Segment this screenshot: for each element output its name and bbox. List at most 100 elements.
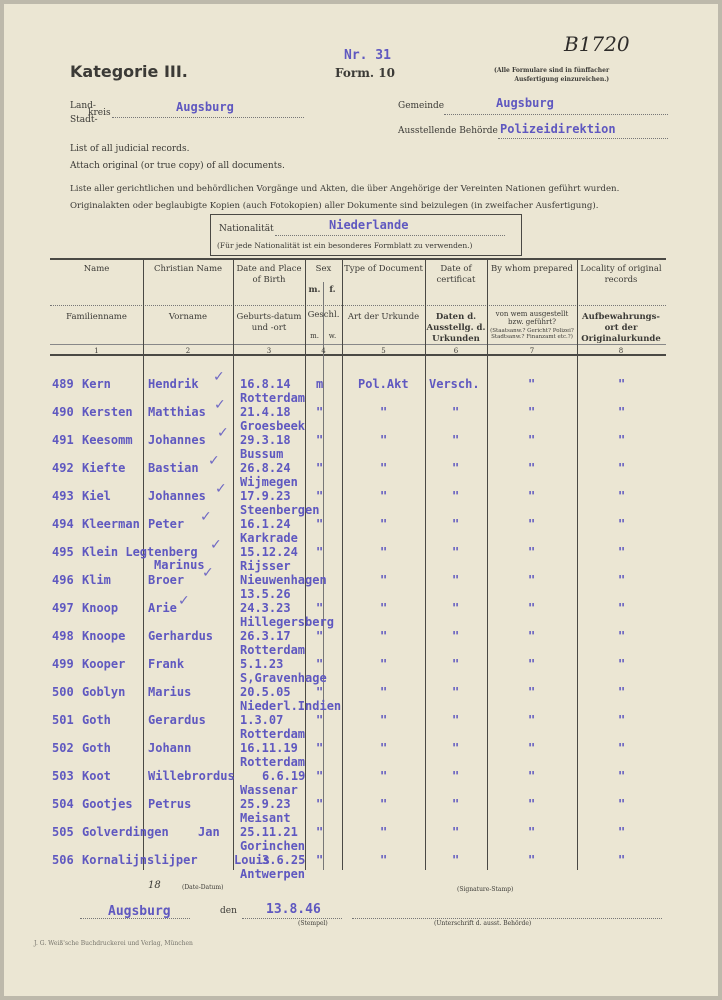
sex-header-de-m: m. xyxy=(310,332,319,340)
certificate-date: " xyxy=(452,741,460,755)
document-type: " xyxy=(380,489,388,503)
christian-name: Willebrordus xyxy=(148,769,235,783)
row-number: 495 xyxy=(52,545,74,559)
table-row: 503 Koot Willebrordus 6.6.19 Wassenar " " " " " xyxy=(4,767,718,797)
behoerde-label: Ausstellende Behörde xyxy=(398,126,498,136)
document-type: " xyxy=(380,685,388,699)
table-row: 496 Klim Broer Nieuwenhagen 13.5.26 " " " " ✓ xyxy=(4,565,718,601)
sex-value: " xyxy=(316,545,324,559)
birth-date: Nieuwenhagen xyxy=(240,573,327,587)
nationality-field xyxy=(275,223,505,236)
column-header-en: Name xyxy=(83,264,110,274)
column-divider xyxy=(487,258,488,870)
column-number: 4 xyxy=(321,347,326,355)
prepared-by: " xyxy=(528,797,536,811)
row-number: 493 xyxy=(52,489,74,503)
birth-date: 25.9.23 xyxy=(240,797,291,811)
prepared-by: " xyxy=(528,433,536,447)
document-type: " xyxy=(380,825,388,839)
record-locality: " xyxy=(618,601,626,615)
row-number: 501 xyxy=(52,713,74,727)
birth-place: Bussum xyxy=(240,447,284,461)
number-row-rule xyxy=(50,344,666,345)
column-header-de: Aufbewahrungs-ort der Originalurkunde xyxy=(581,312,661,344)
sex-value: " xyxy=(316,769,324,783)
prepared-by: " xyxy=(528,573,536,587)
certificate-date: " xyxy=(452,629,460,643)
row-number: 505 xyxy=(52,825,74,839)
unterschrift-label: (Unterschrift d. ausst. Behörde) xyxy=(434,920,532,927)
family-name: Kornalijnslijper xyxy=(82,853,198,867)
sex-value: " xyxy=(316,601,324,615)
row-number: 489 xyxy=(52,377,74,391)
family-name: Kersten xyxy=(82,405,133,419)
birth-place: Karkrade xyxy=(240,531,298,545)
birth-date: 16.1.24 xyxy=(240,517,291,531)
sex-subdivider xyxy=(323,282,324,870)
family-name: Golverdingen xyxy=(82,825,169,839)
birth-date: 1.3.07 xyxy=(240,713,284,727)
christian-name: Johann xyxy=(148,741,192,755)
row-number: 502 xyxy=(52,741,74,755)
record-locality: " xyxy=(618,853,626,867)
certificate-date: " xyxy=(452,685,460,699)
certificate-date: " xyxy=(452,545,460,559)
column-number: 6 xyxy=(453,347,459,355)
row-number: 496 xyxy=(52,573,74,587)
prepared-by: " xyxy=(528,741,536,755)
table-row: 501 Goth Gerardus 1.3.07 Rotterdam " " " " " xyxy=(4,711,718,741)
column-header-en: Date of certificat xyxy=(436,264,476,285)
behoerde-field xyxy=(498,124,668,139)
prepared-by: " xyxy=(528,853,536,867)
row-number: 500 xyxy=(52,685,74,699)
birth-place: Niederl.Indien xyxy=(240,699,342,713)
birth-place: Steenbergen xyxy=(240,503,320,517)
handwritten-mark: 18 xyxy=(148,880,161,891)
family-name: Klein Legtenberg xyxy=(82,545,198,559)
record-locality: " xyxy=(618,657,626,671)
column-number: 7 xyxy=(529,347,535,355)
birth-place: Gorinchen xyxy=(240,839,306,853)
certificate-date: " xyxy=(452,825,460,839)
record-locality: " xyxy=(618,797,626,811)
sex-value: " xyxy=(316,797,324,811)
document-type: " xyxy=(380,545,388,559)
document-type: " xyxy=(380,629,388,643)
sex-value: " xyxy=(316,825,324,839)
kreis-value: Augsburg xyxy=(176,100,234,114)
birth-place: Wijmegen xyxy=(240,475,298,489)
family-name: Kiel xyxy=(82,489,111,503)
note-line-1: (Alle Formulare sind in fünffacher xyxy=(494,67,610,74)
table-row: 491 Keesomm Johannes 29.3.18 Bussum " " " " " ✓ xyxy=(4,425,718,461)
birth-date: 3.6.25 xyxy=(262,853,306,867)
prepared-by: " xyxy=(528,601,536,615)
instruction-3: Liste aller gerichtlichen und behördlich… xyxy=(70,184,620,194)
column-header-de: Vorname xyxy=(168,312,208,322)
prepared-by: " xyxy=(528,517,536,531)
birth-place: Wassenar xyxy=(240,783,298,797)
prepared-by: " xyxy=(528,545,536,559)
column-header-de: Daten d. Ausstellg. d. Urkunden xyxy=(426,312,486,344)
christian-name: Hendrik xyxy=(148,377,199,391)
prepared-by: " xyxy=(528,461,536,475)
checkmark-icon: ✓ xyxy=(213,369,225,385)
column-header-de: von wem ausgestellt bzw. geführt? xyxy=(495,310,569,326)
row-number: 497 xyxy=(52,601,74,615)
document-type: " xyxy=(380,433,388,447)
sex-value: " xyxy=(316,657,324,671)
column-divider xyxy=(425,258,426,870)
certificate-date: " xyxy=(452,489,460,503)
checkmark-icon: ✓ xyxy=(178,593,190,609)
prepared-by: " xyxy=(528,489,536,503)
checkmark-icon: ✓ xyxy=(210,537,222,553)
sex-header-de-w: w. xyxy=(328,332,337,340)
birth-date: 21.4.18 xyxy=(240,405,291,419)
birth-date: 20.5.05 xyxy=(240,685,291,699)
column-header-en: By whom prepared xyxy=(491,264,573,274)
family-name: Knoop xyxy=(82,601,119,615)
birth-place: Rotterdam xyxy=(240,727,306,741)
record-locality: " xyxy=(618,461,626,475)
christian-name: Gerhardus xyxy=(148,629,214,643)
table-top-rule xyxy=(50,258,666,260)
record-locality: " xyxy=(618,377,626,391)
